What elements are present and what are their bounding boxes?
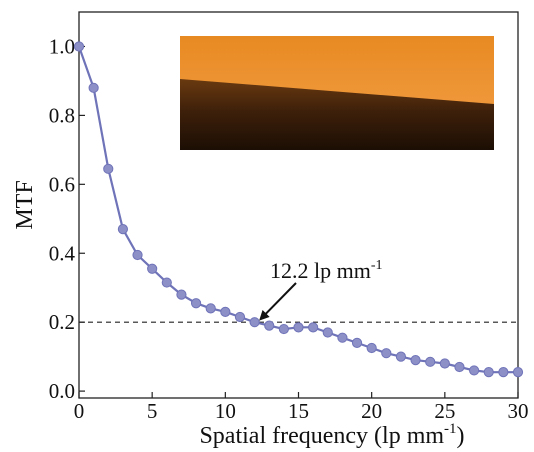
data-point [205, 303, 216, 314]
axis-ticks: 0 5 10 15 20 25 30 0.0 0.2 0.4 0.6 0.8 1.0 [49, 34, 529, 423]
data-point [132, 249, 143, 261]
data-point [234, 311, 246, 323]
annotation-arrow [259, 282, 297, 321]
data-point [73, 41, 85, 52]
data-point [293, 322, 304, 333]
y-tick-label: 1.0 [49, 34, 75, 58]
x-tick-label: 0 [74, 399, 85, 423]
data-point [308, 322, 319, 333]
series-markers [73, 41, 524, 378]
data-point [498, 367, 509, 378]
data-point [147, 263, 158, 274]
data-point [161, 277, 172, 288]
y-tick-label: 0.6 [49, 172, 75, 196]
data-point [117, 224, 129, 235]
data-point [512, 367, 524, 378]
data-point [264, 320, 275, 331]
data-point [439, 358, 450, 369]
data-point [381, 348, 392, 359]
y-tick-label: 0.4 [49, 241, 76, 265]
data-point [410, 354, 421, 366]
x-tick-label: 20 [361, 399, 382, 423]
x-tick-label: 5 [147, 399, 158, 423]
data-point [278, 323, 289, 335]
data-point [351, 337, 363, 348]
x-axis-label-end: ) [457, 423, 465, 449]
data-point [103, 163, 114, 174]
data-point [220, 306, 231, 317]
y-tick-label: 0.2 [49, 310, 75, 334]
data-point [454, 361, 465, 373]
annotation-label: 12.2 lp mm-1 [270, 258, 383, 283]
y-tick-label: 0.8 [49, 103, 75, 127]
data-point [366, 342, 377, 354]
data-point [190, 298, 202, 309]
x-axis-label: Spatial frequency (lp mm-1) [199, 421, 464, 449]
x-tick-label: 25 [434, 399, 455, 423]
y-axis-label: MTF [12, 180, 38, 229]
data-point [176, 289, 187, 300]
inset-image [180, 36, 494, 150]
data-point [483, 367, 494, 378]
annotation-superscript: -1 [371, 258, 383, 273]
data-point [88, 82, 99, 93]
x-tick-label: 15 [288, 399, 309, 423]
data-point [425, 356, 436, 367]
data-point [337, 332, 348, 343]
data-point [322, 327, 333, 338]
data-point [249, 317, 260, 328]
x-axis-label-superscript: -1 [444, 421, 457, 437]
x-tick-label: 10 [215, 399, 236, 423]
y-tick-label: 0.0 [49, 379, 75, 403]
x-tick-label: 30 [508, 399, 529, 423]
data-point [395, 351, 407, 362]
data-point [469, 365, 480, 376]
